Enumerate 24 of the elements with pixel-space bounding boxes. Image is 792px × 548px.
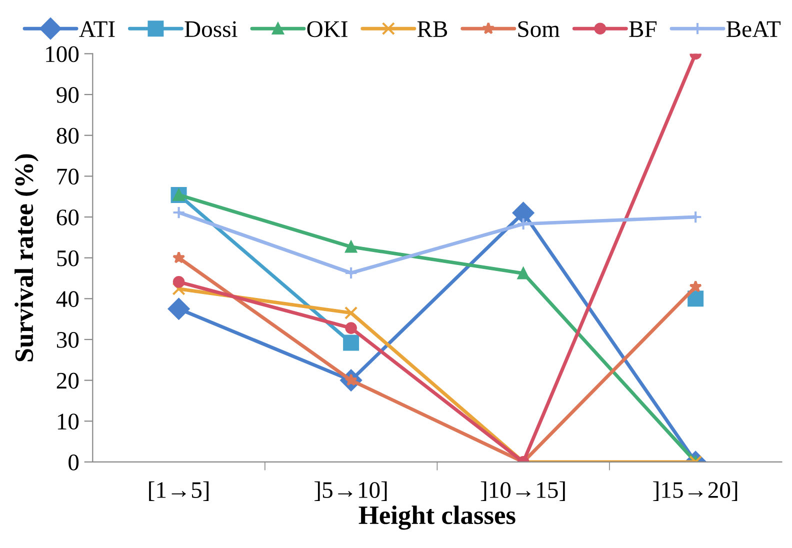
legend-label: OKI — [307, 21, 348, 38]
y-tick-label: 90 — [56, 87, 79, 103]
y-tick-label: 0 — [68, 454, 79, 470]
legend-label: RB — [417, 21, 448, 37]
y-tick-label: 100 — [46, 46, 79, 62]
y-tick-label: 60 — [56, 210, 79, 226]
y-tick-label: 30 — [56, 332, 79, 348]
y-tick-label: 20 — [56, 372, 79, 389]
x-axis-title: Height classes — [358, 506, 516, 530]
x-tick-label: ]10→15] — [480, 481, 565, 501]
x-tick-label: ]15→20] — [653, 481, 738, 501]
legend-label: Dossi — [184, 21, 238, 38]
x-tick-label: ]5→10] — [314, 481, 387, 501]
x-tick-label: [1→5] — [149, 481, 209, 501]
legend-label: BeAT — [726, 21, 781, 38]
y-axis-title: Survival ratee (%) — [14, 154, 38, 362]
legend-label: Som — [518, 21, 560, 38]
legend-label: BF — [629, 21, 657, 37]
y-tick-label: 70 — [57, 168, 79, 185]
y-tick-label: 40 — [56, 291, 79, 308]
y-tick-label: 50 — [57, 250, 79, 266]
y-tick-label: 10 — [58, 414, 79, 430]
y-tick-label: 80 — [56, 128, 79, 144]
legend-label: ATI — [79, 21, 115, 37]
